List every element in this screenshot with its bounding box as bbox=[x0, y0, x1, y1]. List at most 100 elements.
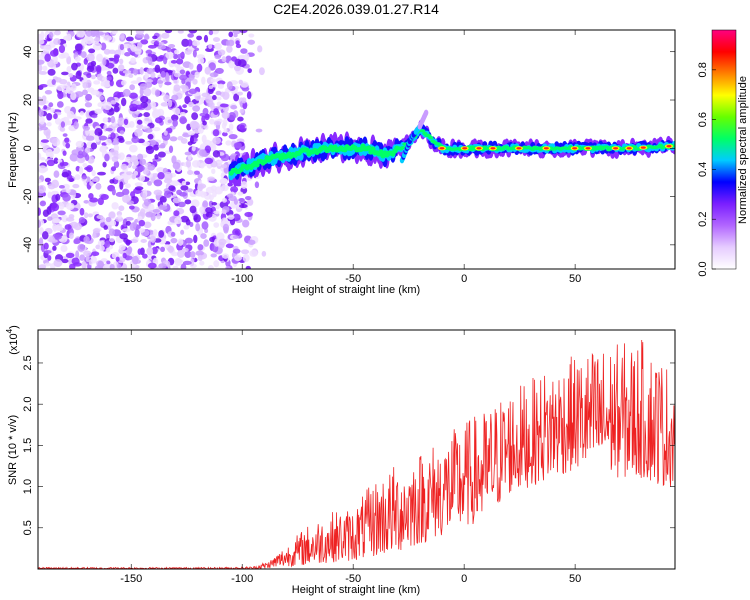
spectrogram-blob bbox=[79, 111, 85, 116]
spectrogram-blob bbox=[62, 150, 67, 156]
spectrogram-blob bbox=[38, 109, 44, 117]
spectrogram-blob bbox=[233, 93, 240, 102]
spectrogram-blob bbox=[39, 116, 45, 125]
spectrogram-blob bbox=[221, 164, 228, 169]
spectrogram-blob bbox=[179, 69, 186, 75]
spectrogram-blob bbox=[38, 64, 43, 72]
spectrogram-blob bbox=[47, 216, 53, 221]
spectrogram-blob bbox=[171, 155, 177, 164]
spectrogram-blob bbox=[97, 260, 104, 269]
spectrogram-blob bbox=[130, 57, 137, 64]
spectrogram-blob bbox=[221, 122, 227, 129]
spectrogram-blob bbox=[160, 102, 169, 107]
spectrogram-blob bbox=[240, 249, 250, 255]
spectrogram-blob bbox=[126, 171, 133, 176]
spectrogram-blob bbox=[137, 42, 143, 49]
spectrogram-blob bbox=[44, 262, 52, 267]
spectrogram-blob bbox=[181, 180, 187, 186]
spectrogram-blob bbox=[225, 265, 231, 269]
spectrogram-blob bbox=[219, 103, 229, 108]
spectrogram-blob bbox=[228, 111, 236, 121]
spectrogram-blob bbox=[53, 38, 61, 46]
spectrogram-blob bbox=[99, 145, 107, 153]
spectrogram-blob bbox=[157, 80, 164, 84]
spectrogram-blob bbox=[144, 81, 153, 88]
spectrogram-blob bbox=[65, 188, 71, 194]
spectrogram-blob bbox=[154, 64, 161, 74]
spectrogram-blob bbox=[168, 43, 176, 49]
spectrogram-blob bbox=[54, 234, 62, 240]
spectrogram-blob bbox=[213, 120, 222, 126]
spectrogram-blob bbox=[93, 80, 101, 85]
spectrogram-blob bbox=[83, 250, 92, 257]
spectrogram-blob bbox=[207, 176, 216, 182]
spectrogram-blob bbox=[49, 49, 59, 57]
spectrogram-blob bbox=[69, 263, 76, 269]
spectrogram-blob bbox=[439, 147, 445, 150]
spectrogram-blob bbox=[210, 78, 217, 83]
colorbar-label: Normalized spectral amplitude bbox=[737, 76, 749, 224]
spectrogram-blob bbox=[96, 66, 102, 75]
spectrogram-blob bbox=[167, 99, 173, 108]
snr-y-axis-label: SNR (10 * v/v) bbox=[7, 415, 19, 485]
spectrogram-blob bbox=[180, 263, 187, 269]
spectrogram-blob bbox=[86, 53, 95, 62]
spectrogram-blob bbox=[108, 211, 116, 219]
spectrogram-blob bbox=[133, 68, 138, 76]
spectrogram-blob bbox=[83, 212, 89, 219]
spectrogram-blob bbox=[134, 110, 141, 115]
spectrogram-blob bbox=[245, 265, 251, 269]
x-tick-label: -150 bbox=[120, 273, 142, 285]
spectrogram-blob bbox=[239, 108, 245, 114]
spectrogram-blob bbox=[48, 31, 54, 39]
y-tick-label: 1.5 bbox=[22, 438, 34, 453]
spectrogram-blob bbox=[39, 200, 47, 207]
spectrogram-blob bbox=[115, 191, 125, 197]
spectrogram-blob bbox=[215, 96, 222, 101]
spectrogram-blob bbox=[180, 229, 185, 235]
spectrogram-blob bbox=[46, 122, 52, 127]
spectrogram-blob bbox=[604, 145, 610, 149]
spectrogram-blob bbox=[163, 130, 168, 136]
spectrogram-blob bbox=[154, 117, 163, 124]
spectrogram-blob bbox=[120, 163, 128, 170]
spectrogram-blob bbox=[139, 66, 144, 75]
spectrogram-blob bbox=[227, 214, 235, 220]
spectrogram-blob bbox=[213, 260, 220, 268]
spectrogram-blob bbox=[214, 186, 224, 195]
spectrogram-blob bbox=[211, 168, 216, 175]
spectrogram-blob bbox=[196, 35, 203, 41]
spectrogram-blob bbox=[69, 221, 79, 229]
snr-background bbox=[38, 330, 675, 569]
spectrogram-blob bbox=[164, 81, 172, 86]
spectrogram-blob bbox=[65, 120, 73, 126]
spectrogram-blob bbox=[247, 68, 252, 74]
spectrogram-blob bbox=[179, 116, 187, 125]
spectrogram-blob bbox=[139, 208, 146, 217]
spectrogram-blob bbox=[81, 174, 88, 180]
spectrogram-blob bbox=[68, 232, 74, 239]
spectrogram-blob bbox=[143, 116, 152, 125]
spectrogram-blob bbox=[110, 220, 117, 227]
spectrogram-blob bbox=[46, 159, 56, 167]
spectrogram-blob bbox=[184, 237, 193, 244]
spectrogram-blob bbox=[136, 153, 144, 161]
spectrogram-blob bbox=[201, 134, 207, 144]
spectrogram-blob bbox=[65, 252, 75, 259]
spectrogram-blob bbox=[261, 250, 267, 257]
spectrogram-blob bbox=[613, 147, 619, 150]
spectrogram-blob bbox=[119, 44, 125, 51]
spectrogram-blob bbox=[241, 97, 247, 104]
spectrogram-blob bbox=[38, 59, 45, 65]
spectrogram-blob bbox=[44, 90, 53, 95]
x-tick-label: 50 bbox=[569, 573, 581, 585]
spectrogram-x-ticks: -150 -100 -50 0 50 bbox=[120, 30, 581, 285]
colorbar-ticks: 0.0 0.2 0.4 0.6 0.8 bbox=[697, 62, 716, 277]
spectrogram-blob bbox=[71, 257, 80, 265]
spectrogram-blob bbox=[157, 45, 167, 50]
spectrogram-blob bbox=[110, 166, 117, 172]
spectrogram-blob bbox=[462, 147, 468, 150]
spectrogram-blob bbox=[119, 130, 125, 135]
spectrogram-blob bbox=[211, 201, 218, 206]
spectrogram-blob bbox=[213, 108, 219, 115]
